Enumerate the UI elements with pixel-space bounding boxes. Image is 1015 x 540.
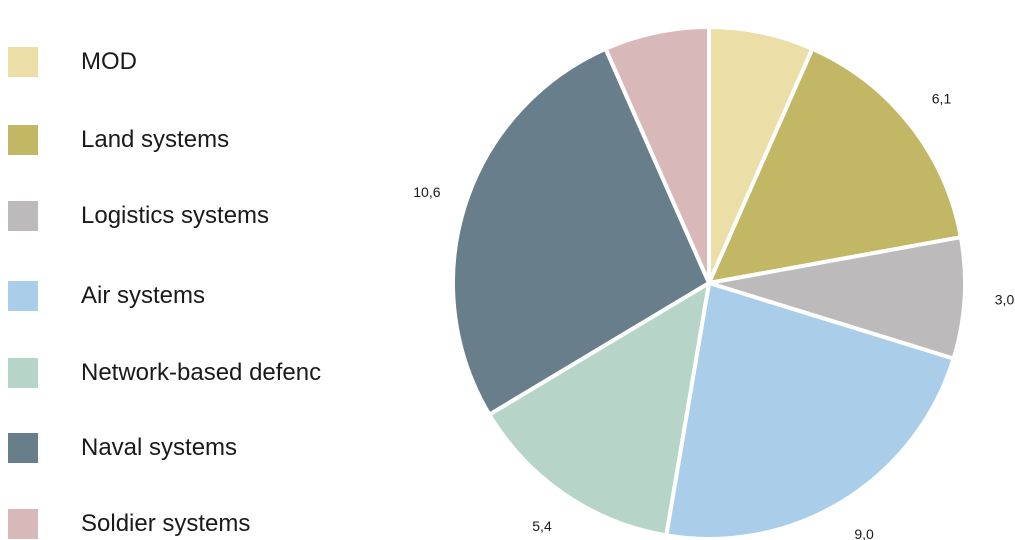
legend-label-air-systems: Air systems [81, 282, 206, 309]
data-label-network-based-defenc: 5,4 [532, 518, 552, 534]
legend-label-logistics-systems: Logistics systems [81, 202, 270, 229]
legend-swatch-network-based-defenc [8, 358, 38, 388]
data-label-naval-systems: 10,6 [413, 184, 440, 200]
legend-label-mod: MOD [81, 48, 137, 75]
data-label-logistics-systems: 3,0 [995, 291, 1015, 307]
legend-item-land-systems: Land systems [8, 125, 229, 155]
data-label-land-systems: 6,1 [932, 91, 952, 107]
pie-slice-air-systems [664, 281, 956, 540]
pie-slice-soldier-systems [603, 25, 711, 285]
legend-swatch-logistics-systems [8, 201, 38, 231]
legend-item-network-based-defenc: Network-based defenc [8, 358, 321, 388]
legend-label-soldier-systems: Soldier systems [81, 510, 251, 537]
pie-data-labels: 2,66,13,09,05,410,62,6 [413, 0, 1014, 540]
legend-swatch-mod [8, 47, 38, 77]
legend-swatch-land-systems [8, 125, 38, 155]
legend-swatch-naval-systems [8, 433, 38, 463]
legend-label-network-based-defenc: Network-based defenc [81, 359, 322, 386]
legend-label-land-systems: Land systems [81, 126, 230, 153]
chart-legend: MOD Land systems Logistics systems Air s… [0, 0, 420, 540]
legend-item-logistics-systems: Logistics systems [8, 201, 269, 231]
legend-item-soldier-systems: Soldier systems [8, 509, 250, 539]
legend-item-naval-systems: Naval systems [8, 433, 237, 463]
pie-slice-network-based-defenc [487, 281, 711, 538]
pie-slice-land-systems [707, 46, 963, 285]
legend-swatch-soldier-systems [8, 509, 38, 539]
data-label-air-systems: 9,0 [854, 526, 874, 540]
legend-item-air-systems: Air systems [8, 281, 205, 311]
legend-label-naval-systems: Naval systems [81, 434, 238, 461]
legend-swatch-air-systems [8, 281, 38, 311]
legend-item-mod: MOD [8, 47, 137, 77]
pie-slice-logistics-systems [707, 235, 967, 361]
pie-slices [451, 25, 967, 540]
